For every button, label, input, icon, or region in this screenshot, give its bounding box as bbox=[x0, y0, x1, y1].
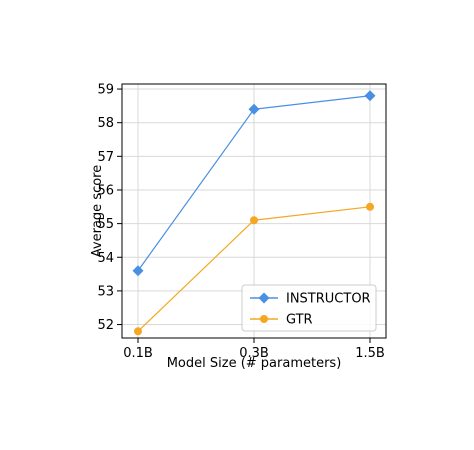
instructor-point bbox=[364, 90, 376, 102]
y-tick-label: 56 bbox=[97, 183, 114, 198]
gtr-point bbox=[250, 216, 258, 225]
x-tick-label: 1.5B bbox=[355, 346, 385, 361]
instructor-point bbox=[132, 265, 144, 277]
y-tick-label: 53 bbox=[97, 284, 114, 299]
gtr-point bbox=[366, 202, 374, 211]
x-axis-label: Model Size (# parameters) bbox=[167, 356, 342, 371]
y-tick-label: 55 bbox=[97, 217, 114, 232]
y-tick-label: 54 bbox=[97, 251, 114, 266]
instructor-point bbox=[248, 103, 260, 115]
legend: INSTRUCTOR GTR bbox=[241, 284, 377, 332]
legend-marker-instructor bbox=[258, 292, 270, 304]
x-axis-ticks: 0.1B 0.3B 1.5B bbox=[123, 338, 385, 361]
y-axis-ticks: 52 53 54 55 56 57 58 59 bbox=[97, 83, 122, 333]
y-axis-label: Average score bbox=[90, 165, 105, 257]
series-group bbox=[132, 90, 376, 336]
y-tick-label: 57 bbox=[97, 150, 114, 165]
legend-label-gtr: GTR bbox=[286, 313, 313, 328]
legend-marker-gtr bbox=[260, 315, 268, 323]
y-tick-label: 58 bbox=[97, 116, 114, 131]
gtr-point bbox=[134, 327, 142, 336]
x-tick-label: 0.3B bbox=[239, 346, 269, 361]
legend-label-instructor: INSTRUCTOR bbox=[286, 292, 371, 307]
y-tick-label: 52 bbox=[97, 318, 114, 333]
y-tick-label: 59 bbox=[97, 83, 114, 98]
plot-frame bbox=[121, 83, 387, 339]
x-tick-label: 0.1B bbox=[123, 346, 153, 361]
